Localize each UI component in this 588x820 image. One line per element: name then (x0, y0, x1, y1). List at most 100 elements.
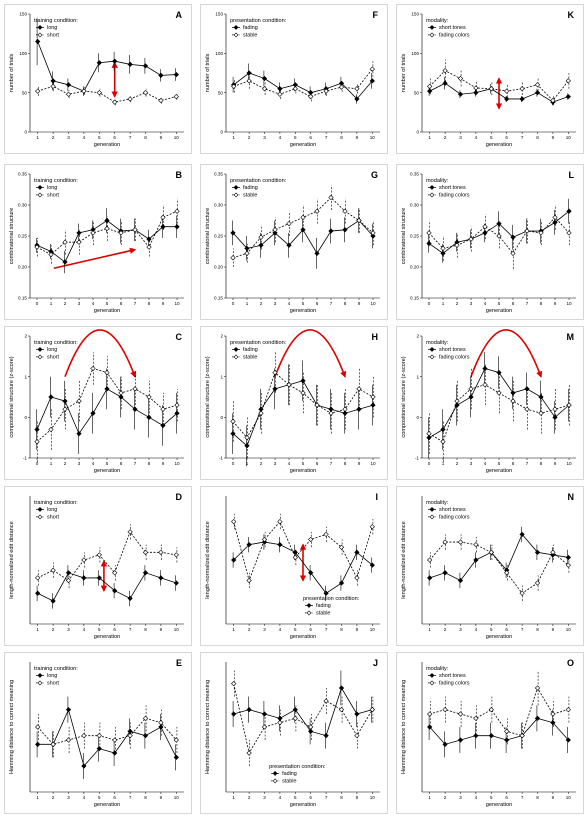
y-tick-label: 150 (19, 12, 27, 17)
y-tick-label: 100 (19, 51, 27, 56)
data-point (246, 577, 252, 584)
data-point (538, 394, 544, 400)
legend-swatch-marker (37, 672, 43, 678)
data-point (550, 711, 556, 717)
data-point (158, 97, 164, 104)
data-point (173, 754, 179, 760)
data-point (112, 750, 118, 756)
legend-swatch-marker (429, 32, 435, 38)
series-line (429, 70, 569, 102)
series-solid (230, 208, 376, 269)
data-point (230, 230, 236, 236)
x-tick-label: 6 (120, 301, 123, 306)
panel-frame (200, 326, 388, 480)
data-point (519, 590, 525, 596)
data-point (277, 518, 283, 525)
x-axis-label: generation (290, 308, 316, 314)
data-point (314, 250, 320, 256)
data-point (519, 531, 525, 538)
x-tick-label: 10 (566, 301, 572, 306)
legend-swatch-marker (272, 778, 278, 784)
x-tick-label: 3 (459, 135, 462, 140)
x-tick-label: 7 (129, 135, 132, 140)
data-point (534, 580, 541, 586)
legend-swatch-marker (233, 354, 239, 360)
legend-item: stable (243, 193, 257, 199)
series-dashed (427, 670, 571, 749)
series-solid (426, 198, 572, 263)
data-point (565, 93, 571, 100)
data-point (550, 549, 556, 555)
y-axis-label: length-normalized edit distance (205, 521, 211, 598)
series-line (233, 683, 373, 755)
x-tick-label: 4 (279, 135, 282, 140)
series-line (36, 368, 178, 443)
legend-title: modality: (426, 500, 449, 506)
data-point (488, 733, 494, 739)
x-tick-label: 5 (490, 627, 493, 632)
x-tick-label: 10 (174, 627, 180, 632)
series-solid (35, 565, 179, 609)
x-tick-label: 1 (50, 301, 53, 306)
panel-frame (396, 486, 584, 646)
data-point (34, 439, 40, 445)
data-point (160, 224, 166, 230)
x-tick-label: 8 (148, 461, 151, 466)
y-tick-label: 50 (414, 90, 420, 95)
x-tick-label: 4 (484, 461, 487, 466)
data-point (62, 406, 68, 412)
x-tick-label: 4 (288, 461, 291, 466)
x-tick-label: 10 (370, 461, 376, 466)
y-tick-label: 0.35 (18, 172, 27, 177)
x-tick-label: 3 (470, 461, 473, 466)
y-tick-label: 0.35 (410, 172, 419, 177)
data-point (35, 88, 41, 94)
x-axis-label: generation (94, 468, 120, 474)
series-line (429, 717, 569, 745)
data-point (566, 402, 572, 408)
x-tick-label: 2 (52, 135, 55, 140)
x-tick-label: 3 (263, 627, 266, 632)
x-tick-label: 6 (505, 795, 508, 800)
x-tick-label: 8 (536, 135, 539, 140)
y-axis-label: combinatorial structure (205, 208, 211, 265)
x-tick-label: 6 (316, 301, 319, 306)
panel-c: C 0 1 2 3 4 5 6 7 8 9 10 -1 0 1 2 generation compositiona… (4, 326, 192, 480)
data-point (132, 227, 138, 233)
data-point (370, 394, 376, 400)
x-tick-label: 10 (370, 795, 376, 800)
x-axis-label: generation (486, 142, 512, 148)
x-tick-label: 1 (232, 627, 235, 632)
x-tick-label: 9 (358, 301, 361, 306)
data-point (76, 230, 82, 236)
legend-item: short tones (439, 347, 466, 353)
panel-e: E 1 2 3 4 5 6 7 8 9 10 generation Hamming distance t… (4, 652, 192, 814)
series-dashed (34, 352, 180, 463)
x-tick-label: 6 (505, 627, 508, 632)
legend-swatch-marker (429, 672, 435, 678)
data-point (440, 245, 446, 252)
x-tick-label: 3 (263, 795, 266, 800)
legend-item: fading (316, 603, 331, 609)
series-line (37, 41, 177, 92)
series-line (233, 72, 373, 100)
data-point (160, 406, 166, 412)
data-point (468, 394, 474, 400)
legend: presentation condition:fading stable (269, 764, 326, 785)
x-tick-label: 8 (540, 301, 543, 306)
data-point (328, 410, 334, 416)
series-line (429, 533, 569, 581)
panel-label: F (373, 10, 379, 20)
x-tick-label: 7 (330, 461, 333, 466)
data-point (442, 68, 448, 74)
series-solid (231, 670, 375, 749)
x-tick-label: 0 (36, 461, 39, 466)
series-dashed (34, 198, 180, 264)
x-axis-label: generation (290, 634, 316, 640)
data-point (142, 733, 149, 739)
data-point (565, 554, 571, 561)
x-tick-label: 2 (260, 301, 263, 306)
data-point (323, 698, 329, 704)
x-tick-label: 0 (232, 461, 235, 466)
x-tick-label: 9 (554, 461, 557, 466)
